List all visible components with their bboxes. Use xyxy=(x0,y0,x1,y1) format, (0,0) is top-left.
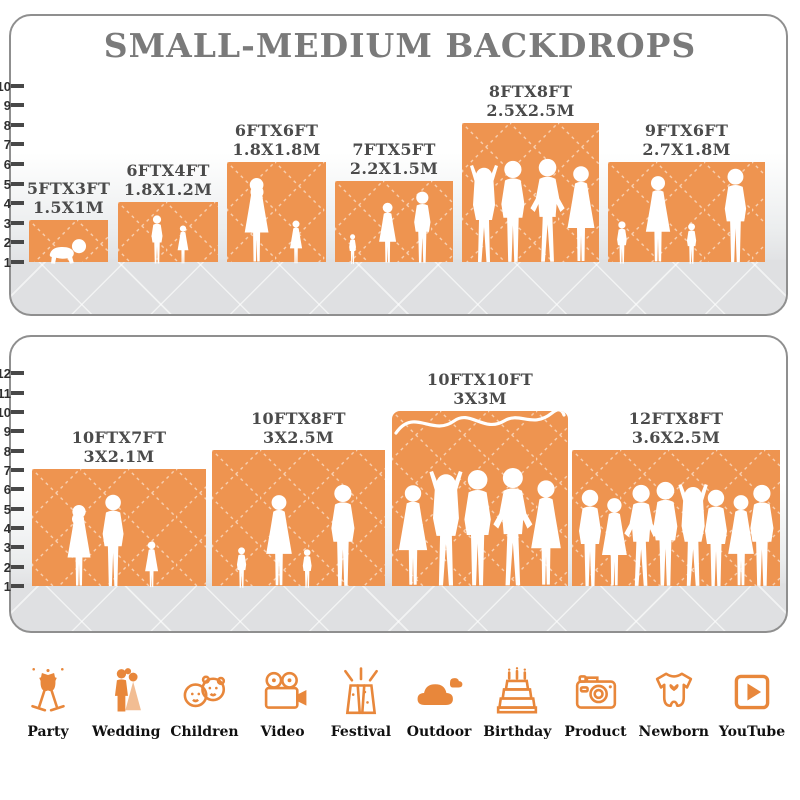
size-ft: 8FTX8FT xyxy=(488,82,573,101)
size-ft: 10FTX7FT xyxy=(71,428,167,447)
size-ft: 9FTX6FT xyxy=(644,121,729,140)
birthday-icon xyxy=(497,666,538,714)
size-ft: 6FTX6FT xyxy=(234,121,319,140)
backdrop-size-label: 9FTX6FT 2.7X1.8M xyxy=(642,121,731,159)
backdrop-7x5: 7FTX5FT 2.2X1.5M xyxy=(335,140,453,265)
silhouette-family-of-four xyxy=(617,168,747,264)
page-title: SMALL-MEDIUM BACKDROPS xyxy=(103,26,697,65)
backdrop-9x6: 9FTX6FT 2.7X1.8M xyxy=(608,121,765,264)
backdrop-size-label: 12FTX8FT 3.6X2.5M xyxy=(628,409,724,447)
backdrop-size-label: 10FTX7FT 3X2.1M xyxy=(71,428,167,466)
silhouette-group-of-four xyxy=(470,158,595,262)
backdrop-size-label: 7FTX5FT 2.2X1.5M xyxy=(349,140,439,178)
party-icon xyxy=(29,666,67,712)
product-icon xyxy=(575,675,616,709)
size-m: 3X2.1M xyxy=(83,446,155,466)
youtube-icon xyxy=(734,674,770,710)
size-m: 3.6X2.5M xyxy=(631,427,721,447)
silhouette-family-of-four xyxy=(236,484,355,588)
category-label: Newborn xyxy=(638,724,709,740)
silhouette-two-children xyxy=(151,215,189,264)
category-festival: Festival xyxy=(323,666,399,740)
backdrop-size-label: 6FTX4FT 1.8X1.2M xyxy=(123,161,213,199)
size-ft: 5FTX3FT xyxy=(26,179,111,198)
backdrop-10x10: 10FTX10FT 3X3M xyxy=(392,370,568,586)
category-label: Party xyxy=(27,724,69,740)
silhouette-mother-and-child xyxy=(244,178,303,264)
size-ft: 7FTX5FT xyxy=(352,140,436,159)
backdrop-10x8: 10FTX8FT 3X2.5M xyxy=(212,409,385,588)
size-ft: 10FTX8FT xyxy=(251,409,346,428)
category-label: YouTube xyxy=(718,724,786,740)
size-m: 3X3M xyxy=(453,388,507,408)
backdrop-8x8: 8FTX8FT 2.5X2.5M xyxy=(462,82,599,262)
festival-icon xyxy=(343,667,378,715)
size-m: 3X2.5M xyxy=(263,427,334,447)
category-youtube: YouTube xyxy=(714,666,790,740)
backdrop-size-label: 5FTX3FT 1.5X1M xyxy=(26,179,111,217)
backdrop-10x7: 10FTX7FT 3X2.1M xyxy=(32,428,206,588)
backdrop-size-label: 6FTX6FT 1.8X1.8M xyxy=(232,121,321,159)
script-decoration xyxy=(394,411,566,435)
size-m: 2.2X1.5M xyxy=(349,158,439,178)
silhouette-group-of-five xyxy=(398,467,561,586)
size-ft: 10FTX10FT xyxy=(426,370,534,389)
category-party: Party xyxy=(10,666,86,740)
backdrop-5x3: 5FTX3FT 1.5X1M xyxy=(27,179,110,264)
size-ft: 12FTX8FT xyxy=(628,409,724,428)
size-m: 1.5X1M xyxy=(33,197,104,217)
size-m: 2.7X1.8M xyxy=(642,139,731,159)
category-outdoor: Outdoor xyxy=(401,666,477,740)
category-label: Product xyxy=(564,724,627,740)
category-wedding: Wedding xyxy=(88,666,164,740)
category-label: Wedding xyxy=(92,724,161,740)
backdrop-12x8: 12FTX8FT 3.6X2.5M xyxy=(572,409,780,586)
silhouette-group-of-eight xyxy=(579,481,774,586)
category-label: Children xyxy=(170,724,239,740)
backdrop-size-label: 10FTX10FT 3X3M xyxy=(426,370,534,408)
category-label: Festival xyxy=(330,724,392,740)
size-m: 2.5X2.5M xyxy=(486,100,575,120)
size-m: 1.8X1.8M xyxy=(232,139,321,159)
silhouette-family-of-three xyxy=(349,191,431,265)
category-label: Birthday xyxy=(483,724,552,740)
silhouette-crawling-baby xyxy=(49,239,87,264)
backdrop-size-label: 8FTX8FT 2.5X2.5M xyxy=(486,82,575,120)
category-children: Children xyxy=(166,666,242,740)
category-newborn: Newborn xyxy=(636,666,712,740)
backdrop-canvas xyxy=(29,220,108,262)
category-birthday: Birthday xyxy=(479,666,555,740)
newborn-icon xyxy=(655,672,692,707)
category-label: Outdoor xyxy=(406,724,472,740)
size-ft: 6FTX4FT xyxy=(126,161,210,180)
children-icon xyxy=(184,675,226,708)
category-label: Video xyxy=(260,724,305,740)
backdrop-6x4: 6FTX4FT 1.8X1.2M xyxy=(118,161,218,264)
backdrop-canvas xyxy=(227,162,326,262)
outdoor-icon xyxy=(417,678,463,705)
backdrop-canvas xyxy=(118,202,218,262)
wedding-icon xyxy=(115,668,142,712)
backdrop-size-label: 10FTX8FT 3X2.5M xyxy=(251,409,346,447)
category-row: Party Wedding Children Video Festival Outdoor… xyxy=(10,666,790,740)
backdrop-6x6: 6FTX6FT 1.8X1.8M xyxy=(227,121,326,264)
category-product: Product xyxy=(558,666,634,740)
size-m: 1.8X1.2M xyxy=(123,179,213,199)
video-icon xyxy=(264,671,308,709)
silhouette-family-of-three xyxy=(67,494,159,588)
category-video: Video xyxy=(245,666,321,740)
